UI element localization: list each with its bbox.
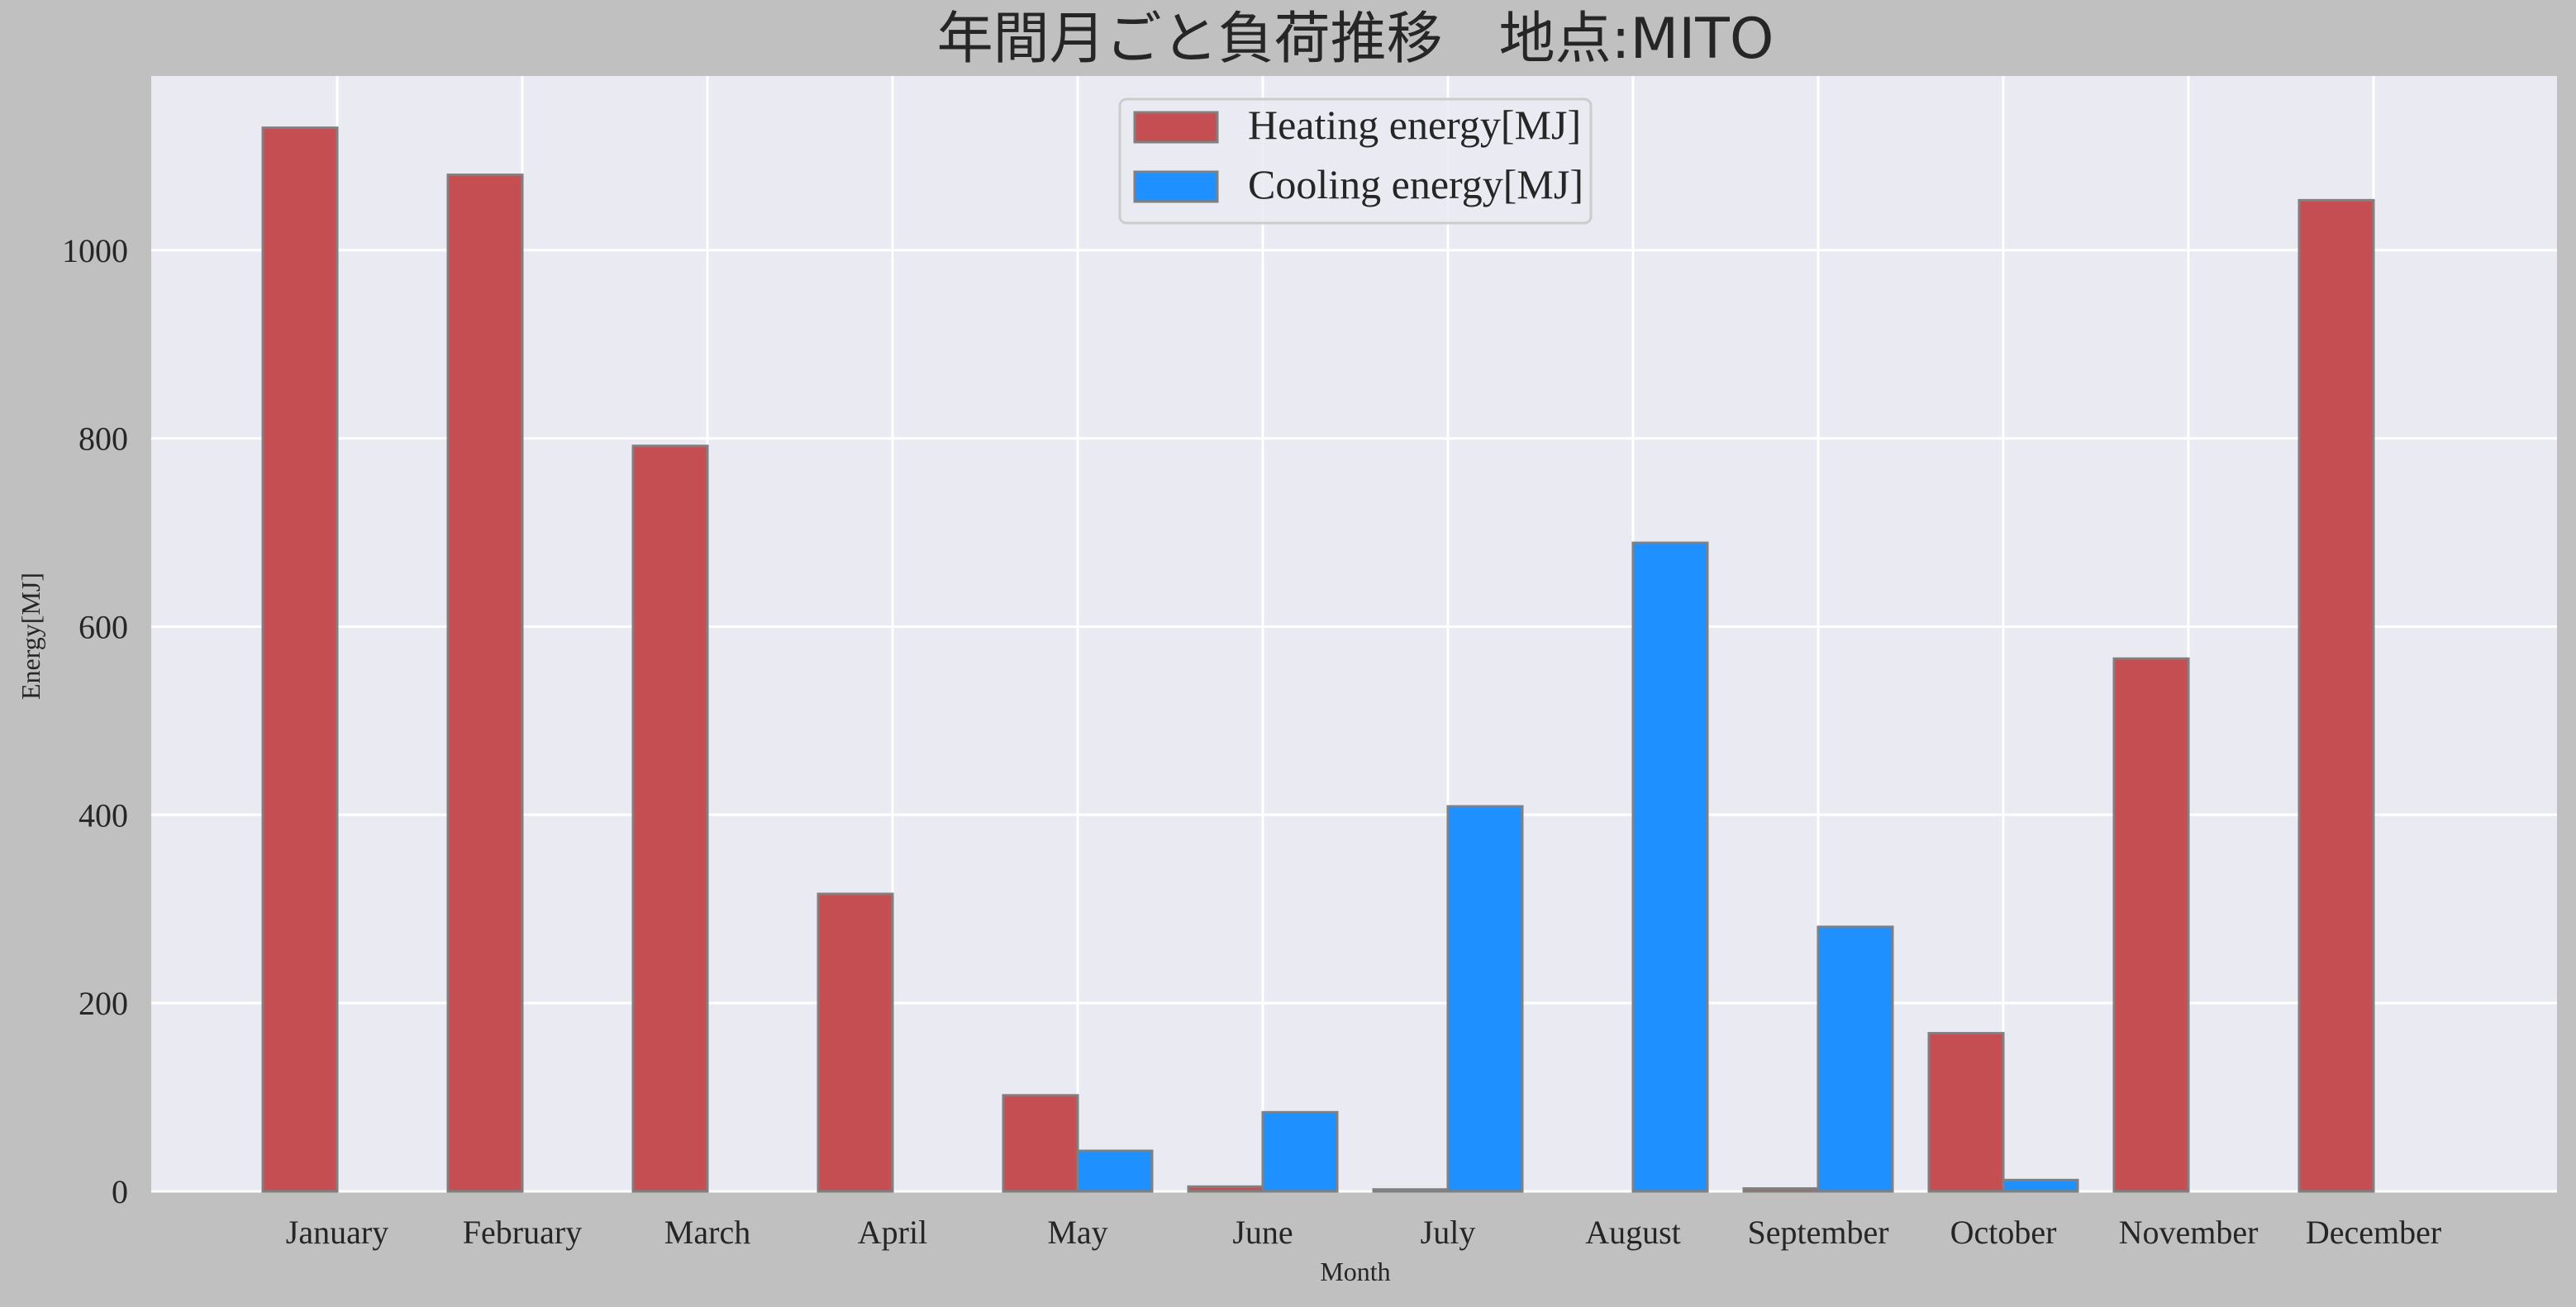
x-tick-label: November [2119,1214,2259,1251]
heating-bar-june [1187,1185,1264,1193]
heating-bar-september [1742,1187,1820,1193]
y-axis-ticks: 0 200 400 600 800 1000 [62,232,128,1210]
y-tick-label: 400 [79,796,128,834]
bars [261,126,2375,1193]
x-tick-label: June [1232,1214,1293,1251]
x-tick-label: December [2306,1214,2441,1251]
y-axis-title: Energy[MJ] [16,573,45,700]
x-tick-label: September [1747,1214,1888,1251]
chart-title: 年間月ごと負荷推移 地点:MITO [937,7,1774,72]
heating-bar-april [817,892,894,1193]
x-tick-label: October [1950,1214,2057,1251]
legend: Heating energy[MJ] Cooling energy[MJ] [1118,97,1593,225]
x-axis-title: Month [1320,1257,1390,1286]
x-tick-label: May [1047,1214,1107,1251]
legend-box [1118,97,1593,225]
legend-swatch [1133,111,1219,144]
x-tick-label: April [858,1214,927,1251]
legend-label: Cooling energy[MJ] [1248,161,1583,207]
heating-bar-february [446,173,524,1193]
cooling-bar-october [2002,1178,2079,1193]
y-tick-label: 0 [112,1173,128,1210]
y-tick-label: 1000 [62,232,128,269]
heating-bar-july [1372,1188,1450,1193]
y-tick-label: 800 [79,421,128,458]
x-tick-label: January [286,1214,388,1251]
cooling-bar-august [1631,541,1709,1193]
cooling-bar-july [1446,805,1524,1193]
heating-bar-october [1927,1032,2005,1193]
heating-bar-december [2297,198,2375,1193]
y-tick-label: 200 [79,985,128,1022]
y-tick-label: 600 [79,608,128,645]
heating-bar-may [1002,1094,1079,1193]
heating-bar-march [631,444,709,1193]
heating-bar-november [2112,657,2190,1193]
x-tick-label: August [1585,1214,1681,1251]
x-tick-label: February [463,1214,582,1251]
cooling-bar-may [1076,1149,1154,1193]
cooling-bar-september [1817,925,1894,1193]
cooling-bar-june [1261,1110,1339,1193]
x-tick-label: July [1421,1214,1476,1251]
legend-swatch [1133,170,1219,203]
heating-bar-january [261,126,339,1193]
x-axis-ticks: January February March April May June July Augu… [286,1214,2441,1251]
legend-label: Heating energy[MJ] [1248,102,1581,148]
x-tick-label: March [664,1214,750,1251]
